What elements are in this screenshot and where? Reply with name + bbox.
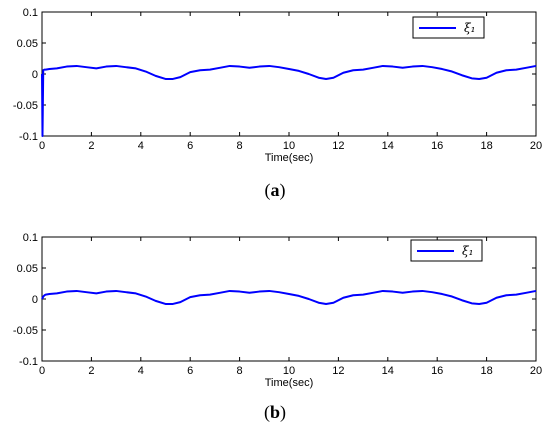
x-tick-label-b-8: 16 xyxy=(431,365,443,377)
series-b xyxy=(41,289,537,305)
x-tick-label-a-3: 6 xyxy=(187,140,193,152)
x-axis-label-a: Time(sec) xyxy=(265,152,313,164)
x-tick-label-a-2: 4 xyxy=(138,140,144,152)
series-a xyxy=(41,64,537,137)
series-line-b-0 xyxy=(41,289,537,305)
x-tick-label-a-1: 2 xyxy=(88,140,94,152)
x-tick-label-b-2: 4 xyxy=(138,365,144,377)
x-tick-label-b-6: 12 xyxy=(332,365,344,377)
x-tick-label-b-9: 18 xyxy=(480,365,492,377)
x-tick-label-b-1: 2 xyxy=(88,365,94,377)
y-tick-label-a-0: 0.1 xyxy=(23,7,38,19)
y-tick-label-a-1: 0.05 xyxy=(17,38,38,50)
ticks-b: 0 2 4 6 8 10 12 14 16 18 20 0.1 0.05 0 -0.05 -0.1 xyxy=(13,232,542,377)
caption-letter-b: b xyxy=(270,402,280,422)
y-tick-label-b-3: -0.05 xyxy=(13,325,38,337)
y-tick-label-b-4: -0.1 xyxy=(19,356,38,368)
x-tick-label-a-10: 20 xyxy=(530,140,542,152)
x-tick-label-b-3: 6 xyxy=(187,365,193,377)
caption-letter-a: a xyxy=(271,180,280,200)
x-tick-label-b-10: 20 xyxy=(530,365,542,377)
x-tick-label-b-4: 8 xyxy=(237,365,243,377)
legend-a: ξ₁ xyxy=(412,16,485,39)
x-tick-label-b-7: 14 xyxy=(382,365,394,377)
panel-b: 0 2 4 6 8 10 12 14 16 18 20 0.1 0.05 0 -0.05 -0.1 Time(… xyxy=(13,232,542,423)
x-tick-label-b-5: 10 xyxy=(283,365,295,377)
y-tick-label-b-0: 0.1 xyxy=(23,232,38,244)
ticks-a: 0 2 4 6 8 10 12 14 16 18 20 0.1 0.05 0 -0.05 -0.1 xyxy=(13,7,542,152)
y-tick-label-a-2: 0 xyxy=(32,69,38,81)
x-tick-label-a-8: 16 xyxy=(431,140,443,152)
caption-a: (a) xyxy=(265,180,286,201)
legend-b: ξ₁ xyxy=(410,239,483,262)
x-axis-label-b: Time(sec) xyxy=(265,377,313,389)
x-tick-label-a-7: 14 xyxy=(382,140,394,152)
y-tick-label-b-1: 0.05 xyxy=(17,263,38,275)
x-tick-label-a-6: 12 xyxy=(332,140,344,152)
series-line-a-0 xyxy=(41,64,537,137)
y-tick-label-b-2: 0 xyxy=(32,294,38,306)
legend-label-a: ξ₁ xyxy=(464,21,475,35)
panel-a: 0 2 4 6 8 10 12 14 16 18 20 0.1 0.05 0 -0.05 -0.1 Time(… xyxy=(13,7,542,201)
y-tick-label-a-4: -0.1 xyxy=(19,131,38,143)
x-tick-label-a-0: 0 xyxy=(39,140,45,152)
x-tick-label-b-0: 0 xyxy=(39,365,45,377)
x-tick-label-a-4: 8 xyxy=(237,140,243,152)
x-tick-label-a-9: 18 xyxy=(480,140,492,152)
caption-b: (b) xyxy=(264,402,286,423)
legend-label-b: ξ₁ xyxy=(462,244,473,258)
x-tick-label-a-5: 10 xyxy=(283,140,295,152)
y-tick-label-a-3: -0.05 xyxy=(13,100,38,112)
